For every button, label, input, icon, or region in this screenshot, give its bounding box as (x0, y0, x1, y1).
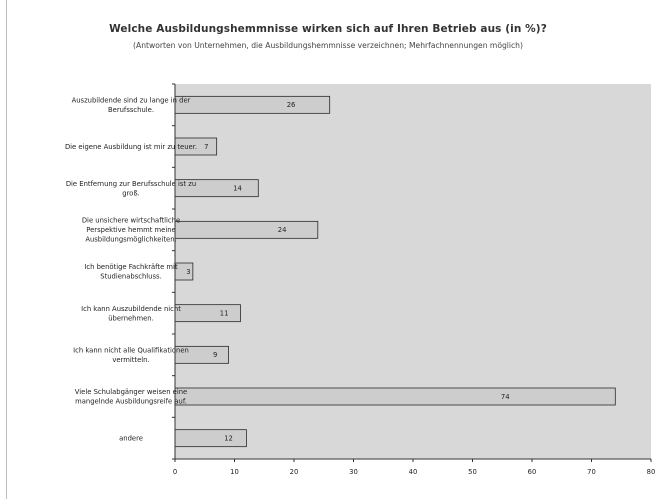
chart-subtitle: (Antworten von Unternehmen, die Ausbildu… (133, 41, 523, 50)
category-label: Ich benötige Fachkräfte mit (84, 263, 178, 271)
category-label: Ausbildungsmöglichkeiten. (85, 236, 176, 244)
bar (174, 95, 331, 114)
category-label: Berufsschule. (108, 106, 154, 114)
category-label: Auszubildende sind zu lange in der (72, 96, 191, 104)
category-label: Ich kann nicht alle Qualifikationen (73, 346, 189, 354)
category-label: Die eigene Ausbildung ist mir zu teuer. (65, 143, 197, 151)
x-tick-label: 40 (409, 468, 418, 476)
bar-value-label: 7 (204, 143, 208, 151)
category-label: groß. (122, 189, 140, 197)
bar-value-label: 74 (501, 393, 510, 401)
bar (174, 429, 247, 448)
x-tick-label: 70 (587, 468, 596, 476)
x-tick-labels-group: 0 10 20 30 40 50 60 70 80 (173, 468, 655, 476)
category-label: Perspektive hemmt meine (86, 226, 175, 234)
category-label: mangelnde Ausbildungsreife auf. (75, 398, 187, 406)
x-tick-label: 0 (173, 468, 177, 476)
category-labels-group: Auszubildende sind zu lange in der Berufs… (65, 96, 197, 442)
x-tick-label: 30 (349, 468, 358, 476)
bar-value-label: 24 (278, 226, 287, 234)
bar (174, 387, 616, 406)
bar-value-label: 9 (213, 351, 217, 359)
x-tick-label: 50 (468, 468, 477, 476)
bar-value-label: 14 (233, 185, 242, 193)
x-tick-label: 20 (290, 468, 299, 476)
category-label: übernehmen. (108, 314, 154, 322)
page-left-rule (6, 0, 7, 499)
category-label: andere (119, 435, 143, 443)
bar-value-label: 11 (220, 310, 229, 318)
bars-group: 26 7 14 24 3 11 9 74 12 (174, 95, 616, 448)
x-tick-label: 80 (647, 468, 656, 476)
x-tick-label: 10 (230, 468, 239, 476)
x-tick-label: 60 (528, 468, 537, 476)
category-label: Die Entfernung zur Berufsschule ist zu (66, 180, 196, 188)
bar-value-label: 3 (186, 268, 190, 276)
category-label: Die unsichere wirtschaftliche (82, 217, 180, 225)
bar-value-label: 26 (287, 101, 296, 109)
bar (174, 304, 241, 323)
category-label: Viele Schulabgänger weisen eine (75, 388, 187, 396)
chart-title: Welche Ausbildungshemmnisse wirken sich … (109, 23, 547, 35)
category-label: Ich kann Auszubildende nicht (81, 305, 181, 313)
bar (174, 220, 319, 239)
bar-value-label: 12 (224, 435, 233, 443)
category-label: Studienabschluss. (100, 273, 161, 281)
category-label: vermitteln. (112, 356, 149, 364)
axes-group (172, 83, 652, 462)
